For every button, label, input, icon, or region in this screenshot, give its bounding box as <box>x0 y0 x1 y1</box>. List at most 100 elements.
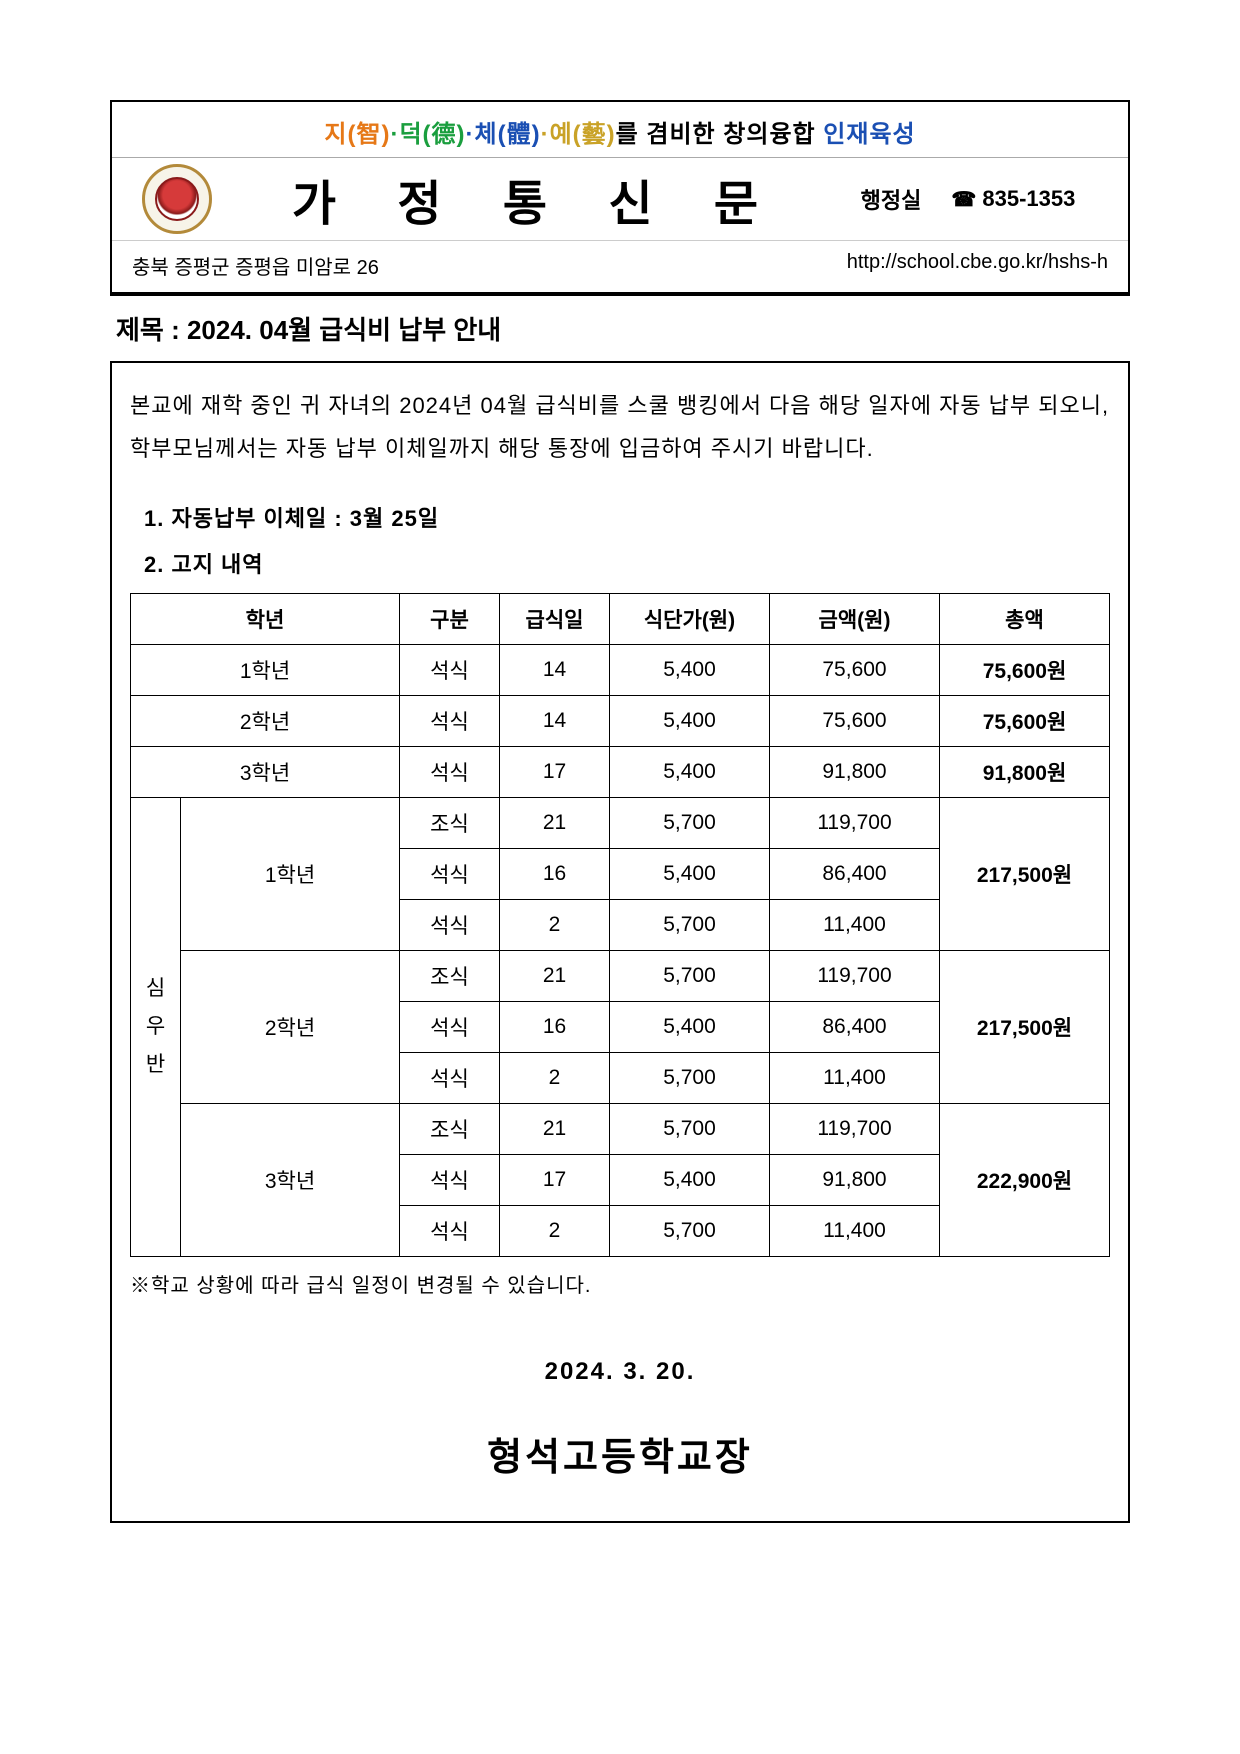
school-motto: 지(智)·덕(德)·체(體)·예(藝)를 겸비한 창의융합 인재육성 <box>112 102 1128 157</box>
cell-total: 222,900원 <box>940 1103 1110 1256</box>
cell-unit: 5,700 <box>610 1052 770 1103</box>
document-frame: 지(智)·덕(德)·체(體)·예(藝)를 겸비한 창의융합 인재육성 가 정 통… <box>110 100 1130 296</box>
cell-grade: 3학년 <box>131 746 400 797</box>
contact-cell: 행정실 ☎ 835-1353 <box>828 183 1108 215</box>
cell-amount: 91,800 <box>770 1154 940 1205</box>
cell-amount: 86,400 <box>770 848 940 899</box>
cell-total: 75,600원 <box>940 644 1110 695</box>
cell-amount: 119,700 <box>770 950 940 1001</box>
table-header-row: 학년 구분 급식일 식단가(원) 금액(원) 총액 <box>131 593 1110 644</box>
dorm-label-cell: 심우반 <box>131 797 181 1256</box>
cell-amount: 75,600 <box>770 644 940 695</box>
cell-unit: 5,700 <box>610 950 770 1001</box>
cell-amount: 119,700 <box>770 1103 940 1154</box>
cell-grade: 1학년 <box>181 797 400 950</box>
cell-unit: 5,400 <box>610 644 770 695</box>
cell-unit: 5,700 <box>610 1103 770 1154</box>
table-row: 2학년 조식 21 5,700 119,700 217,500원 <box>131 950 1110 1001</box>
document-body: 본교에 재학 중인 귀 자녀의 2024년 04월 급식비를 스쿨 뱅킹에서 다… <box>110 363 1130 1523</box>
letterhead: 지(智)·덕(德)·체(體)·예(藝)를 겸비한 창의융합 인재육성 가 정 통… <box>112 102 1128 294</box>
th-grade: 학년 <box>131 593 400 644</box>
cell-total: 217,500원 <box>940 797 1110 950</box>
intro-paragraph: 본교에 재학 중인 귀 자녀의 2024년 04월 급식비를 스쿨 뱅킹에서 다… <box>130 385 1110 471</box>
cell-unit: 5,400 <box>610 1154 770 1205</box>
cell-days: 16 <box>500 848 610 899</box>
cell-amount: 75,600 <box>770 695 940 746</box>
cell-days: 14 <box>500 644 610 695</box>
motto-part3: ·체(體) <box>466 121 541 148</box>
cell-type: 석식 <box>400 644 500 695</box>
cell-amount: 91,800 <box>770 746 940 797</box>
th-type: 구분 <box>400 593 500 644</box>
subject-line: 제목 : 2024. 04월 급식비 납부 안내 <box>110 296 1130 363</box>
th-days: 급식일 <box>500 593 610 644</box>
item-payment-date: 1. 자동납부 이체일 : 3월 25일 <box>144 501 1110 533</box>
cell-unit: 5,700 <box>610 1205 770 1256</box>
cell-days: 2 <box>500 1205 610 1256</box>
cell-days: 21 <box>500 1103 610 1154</box>
cell-type: 석식 <box>400 1001 500 1052</box>
cell-type: 석식 <box>400 746 500 797</box>
motto-part1: 지(智) <box>324 121 390 148</box>
cell-type: 석식 <box>400 1205 500 1256</box>
phone-number: 835-1353 <box>982 186 1075 211</box>
cell-amount: 11,400 <box>770 899 940 950</box>
school-logo <box>132 164 222 234</box>
footnote: ※학교 상황에 따라 급식 일정이 변경될 수 있습니다. <box>130 1269 1110 1298</box>
cell-grade: 3학년 <box>181 1103 400 1256</box>
cell-days: 17 <box>500 1154 610 1205</box>
cell-total: 217,500원 <box>940 950 1110 1103</box>
phone-block: ☎ 835-1353 <box>951 186 1075 212</box>
table-body: 1학년 석식 14 5,400 75,600 75,600원 2학년 석식 14… <box>131 644 1110 1256</box>
school-address: 충북 증평군 증평읍 미암로 26 <box>132 251 379 280</box>
table-row: 1학년 석식 14 5,400 75,600 75,600원 <box>131 644 1110 695</box>
cell-unit: 5,400 <box>610 746 770 797</box>
cell-unit: 5,400 <box>610 695 770 746</box>
cell-unit: 5,700 <box>610 899 770 950</box>
cell-total: 75,600원 <box>940 695 1110 746</box>
cell-amount: 11,400 <box>770 1052 940 1103</box>
address-row: 충북 증평군 증평읍 미암로 26 http://school.cbe.go.k… <box>112 240 1128 292</box>
cell-days: 21 <box>500 950 610 1001</box>
cell-type: 석식 <box>400 695 500 746</box>
title-row: 가 정 통 신 문 행정실 ☎ 835-1353 <box>112 157 1128 240</box>
school-url: http://school.cbe.go.kr/hshs-h <box>847 251 1108 280</box>
th-total: 총액 <box>940 593 1110 644</box>
table-row: 심우반 1학년 조식 21 5,700 119,700 217,500원 <box>131 797 1110 848</box>
cell-amount: 119,700 <box>770 797 940 848</box>
cell-type: 석식 <box>400 1154 500 1205</box>
cell-unit: 5,400 <box>610 848 770 899</box>
cell-days: 21 <box>500 797 610 848</box>
principal-signature: 형석고등학교장 <box>130 1426 1110 1481</box>
office-label: 행정실 <box>861 183 922 215</box>
cell-grade: 1학년 <box>131 644 400 695</box>
logo-ring-icon <box>142 164 212 234</box>
cell-type: 석식 <box>400 848 500 899</box>
cell-type: 조식 <box>400 950 500 1001</box>
logo-eye-icon <box>155 177 199 221</box>
cell-type: 조식 <box>400 797 500 848</box>
cell-days: 2 <box>500 1052 610 1103</box>
th-amount: 금액(원) <box>770 593 940 644</box>
motto-part2: ·덕(德) <box>390 121 465 148</box>
cell-total: 91,800원 <box>940 746 1110 797</box>
cell-type: 석식 <box>400 899 500 950</box>
cell-unit: 5,400 <box>610 1001 770 1052</box>
cell-type: 석식 <box>400 1052 500 1103</box>
motto-tail: 인재육성 <box>823 121 915 148</box>
issue-date: 2024. 3. 20. <box>130 1358 1110 1386</box>
table-row: 3학년 조식 21 5,700 119,700 222,900원 <box>131 1103 1110 1154</box>
cell-grade: 2학년 <box>131 695 400 746</box>
cell-grade: 2학년 <box>181 950 400 1103</box>
cell-unit: 5,700 <box>610 797 770 848</box>
cell-days: 16 <box>500 1001 610 1052</box>
cell-days: 14 <box>500 695 610 746</box>
cell-amount: 86,400 <box>770 1001 940 1052</box>
phone-icon: ☎ <box>951 189 976 211</box>
table-row: 2학년 석식 14 5,400 75,600 75,600원 <box>131 695 1110 746</box>
item-fee-details: 2. 고지 내역 <box>144 547 1110 579</box>
motto-rest: 를 겸비한 창의융합 <box>616 121 824 148</box>
cell-days: 17 <box>500 746 610 797</box>
cell-type: 조식 <box>400 1103 500 1154</box>
cell-days: 2 <box>500 899 610 950</box>
